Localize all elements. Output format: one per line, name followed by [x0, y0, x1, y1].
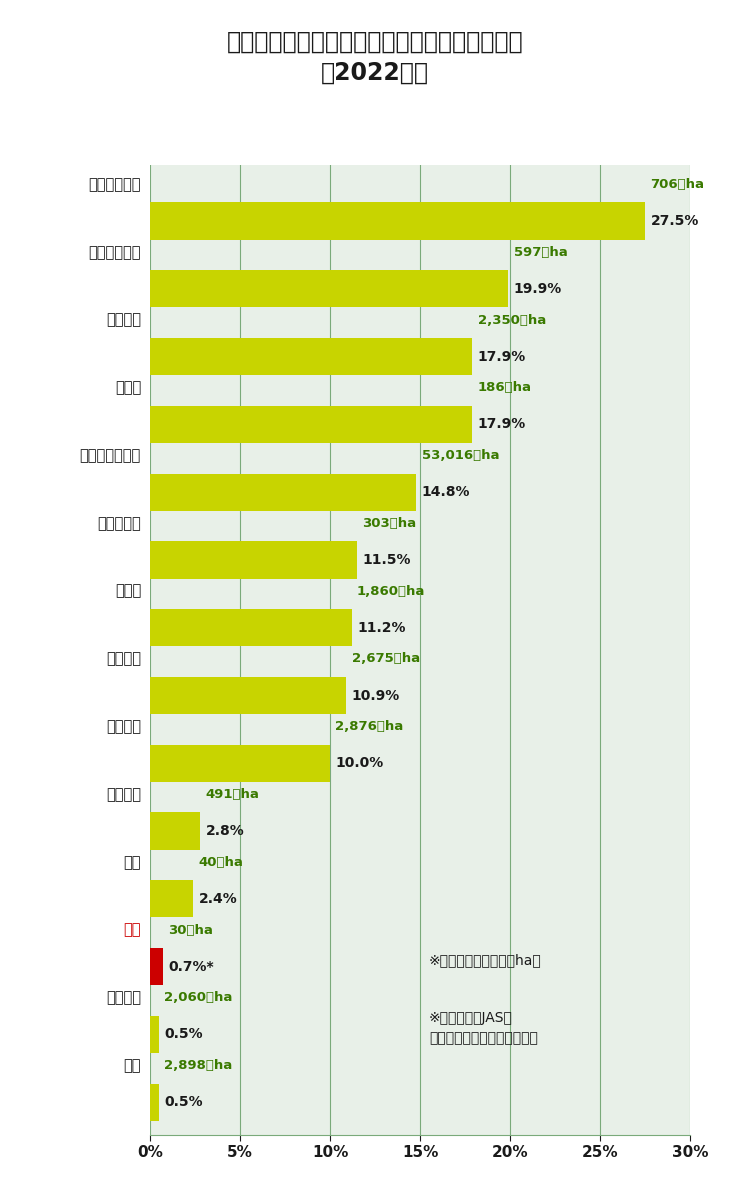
Bar	[150, 202, 645, 240]
Text: スイス: スイス	[115, 381, 141, 395]
Text: 186千ha: 186千ha	[478, 382, 532, 395]
Text: 40千ha: 40千ha	[199, 856, 244, 869]
Text: 14.8%: 14.8%	[422, 485, 470, 499]
Text: 11.5%: 11.5%	[362, 553, 411, 567]
Bar	[150, 541, 357, 579]
Text: ドイツ: ドイツ	[115, 584, 141, 598]
Text: 2,876千ha: 2,876千ha	[335, 720, 404, 733]
Text: 2,675千ha: 2,675千ha	[352, 652, 420, 665]
Text: スウェーデン: スウェーデン	[88, 245, 141, 260]
Bar	[150, 677, 346, 714]
Text: 1,860千ha: 1,860千ha	[357, 585, 425, 598]
Text: 706千ha: 706千ha	[650, 178, 704, 191]
Text: 2.4%: 2.4%	[199, 892, 237, 905]
Text: 韓国: 韓国	[124, 855, 141, 870]
Bar	[150, 338, 472, 375]
Bar	[150, 1015, 159, 1053]
Text: イタリア: イタリア	[106, 312, 141, 327]
Text: 2,350千ha: 2,350千ha	[478, 313, 546, 326]
Text: 30千ha: 30千ha	[168, 923, 213, 936]
Text: 中国: 中国	[124, 1058, 141, 1073]
Text: 53,016千ha: 53,016千ha	[422, 449, 500, 462]
Text: 27.5%: 27.5%	[650, 214, 699, 228]
Text: フランス: フランス	[106, 719, 141, 734]
Bar	[150, 271, 508, 307]
Bar	[150, 474, 416, 511]
Bar	[150, 881, 194, 917]
Text: 10.9%: 10.9%	[352, 688, 400, 702]
Bar	[150, 405, 472, 443]
Bar	[150, 609, 352, 647]
Bar	[150, 1084, 159, 1121]
Text: 2,898千ha: 2,898千ha	[164, 1059, 232, 1072]
Text: 0.5%: 0.5%	[164, 1027, 203, 1041]
Text: アメリカ: アメリカ	[106, 991, 141, 1006]
Text: オーストリア: オーストリア	[88, 177, 141, 191]
Bar	[150, 745, 330, 782]
Text: オーストラリア: オーストラリア	[80, 448, 141, 463]
Text: スペイン: スペイン	[106, 651, 141, 667]
Text: 10.0%: 10.0%	[335, 756, 384, 771]
Text: イギリス: イギリス	[106, 787, 141, 801]
Text: 17.9%: 17.9%	[478, 417, 526, 431]
Text: 303千ha: 303千ha	[362, 517, 416, 530]
Text: 17.9%: 17.9%	[478, 350, 526, 364]
Text: 0.5%: 0.5%	[164, 1096, 203, 1109]
Text: 491千ha: 491千ha	[206, 788, 260, 801]
Text: 19.9%: 19.9%	[514, 281, 562, 296]
Bar	[150, 948, 163, 986]
Text: ※緑字が取組面積（千ha）: ※緑字が取組面積（千ha）	[429, 953, 542, 967]
Text: デンマーク: デンマーク	[98, 515, 141, 531]
Text: 耕地面積に対する有機農業取組面積と面積割合
（2022年）: 耕地面積に対する有機農業取組面積と面積割合 （2022年）	[226, 30, 524, 85]
Bar	[150, 812, 200, 850]
Text: 0.7%*: 0.7%*	[168, 960, 214, 974]
Text: 2,060千ha: 2,060千ha	[164, 992, 232, 1005]
Text: 2.8%: 2.8%	[206, 824, 245, 838]
Text: 597千ha: 597千ha	[514, 246, 567, 259]
Text: 日本: 日本	[124, 922, 141, 937]
Text: ※日本は有機JASを
　取得している面積のみ計上: ※日本は有機JASを 取得している面積のみ計上	[429, 1011, 538, 1045]
Text: 11.2%: 11.2%	[357, 621, 406, 635]
